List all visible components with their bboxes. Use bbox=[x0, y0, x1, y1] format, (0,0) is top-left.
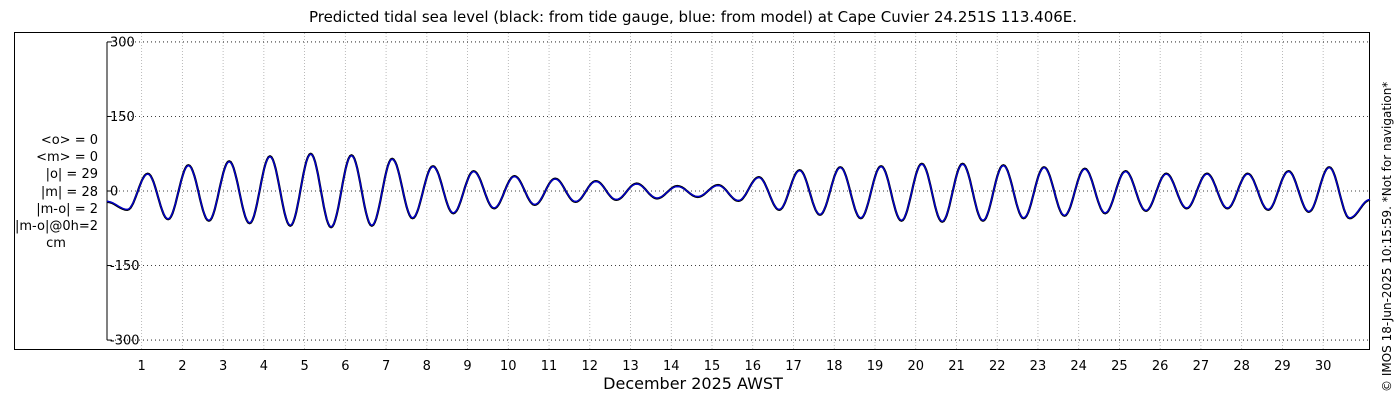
x-tick-label: 5 bbox=[300, 359, 308, 374]
copyright-footer: © IMOS 18-Jun-2025 10:15:59. *Not for na… bbox=[1380, 81, 1394, 392]
x-tick-label: 6 bbox=[341, 359, 349, 374]
x-tick-label: 30 bbox=[1315, 359, 1332, 374]
x-tick-label: 22 bbox=[989, 359, 1006, 374]
x-tick-label: 24 bbox=[1070, 359, 1087, 374]
x-tick-label: 25 bbox=[1111, 359, 1128, 374]
x-tick-label: 9 bbox=[463, 359, 471, 374]
x-tick-label: 18 bbox=[826, 359, 843, 374]
x-tick-label: 10 bbox=[500, 359, 517, 374]
chart-title: Predicted tidal sea level (black: from t… bbox=[308, 8, 1078, 26]
stat-abs-obs: |o| = 29 bbox=[45, 167, 98, 183]
series-layer bbox=[106, 152, 1371, 229]
stat-mean-obs: <o> = 0 bbox=[40, 133, 98, 148]
series-line-tide-gauge bbox=[106, 152, 1371, 229]
x-tick-label: 12 bbox=[582, 359, 599, 374]
x-tick-label: 11 bbox=[541, 359, 558, 374]
x-tick-label: 3 bbox=[219, 359, 227, 374]
x-tick-label: 29 bbox=[1274, 359, 1291, 374]
grid-layer bbox=[107, 33, 1369, 349]
x-tick-label: 23 bbox=[1030, 359, 1047, 374]
x-tick-label: 14 bbox=[663, 359, 680, 374]
x-tick-label: 26 bbox=[1152, 359, 1169, 374]
x-tick-label: 8 bbox=[423, 359, 431, 374]
x-tick-label: 1 bbox=[137, 359, 145, 374]
stats-panel: <o> = 0 <m> = 0 |o| = 29 |m| = 28 |m-o| … bbox=[14, 132, 98, 252]
x-tick-label: 27 bbox=[1193, 359, 1210, 374]
x-tick-label: 17 bbox=[785, 359, 802, 374]
stat-abs-model: |m| = 28 bbox=[40, 184, 98, 200]
y-tick-label: -150 bbox=[110, 259, 140, 274]
series-line-model bbox=[106, 153, 1371, 228]
y-tick-label: 300 bbox=[110, 35, 135, 50]
stat-mean-model: <m> = 0 bbox=[36, 150, 98, 166]
y-tick-label: 0 bbox=[110, 185, 118, 200]
x-tick-label: 21 bbox=[948, 359, 965, 374]
x-tick-label: 7 bbox=[382, 359, 390, 374]
x-tick-label: 28 bbox=[1233, 359, 1250, 374]
x-tick-label: 13 bbox=[622, 359, 639, 374]
x-tick-label: 15 bbox=[704, 359, 721, 374]
x-tick-label: 16 bbox=[744, 359, 761, 374]
x-tick-label: 19 bbox=[867, 359, 884, 374]
x-axis-label: December 2025 AWST bbox=[603, 374, 783, 393]
x-tick-label: 2 bbox=[178, 359, 186, 374]
stat-units: cm bbox=[46, 236, 66, 252]
plot-frame bbox=[14, 32, 1370, 350]
y-tick-label: -300 bbox=[110, 334, 140, 349]
stat-abs-diff-0h: |m-o|@0h=2 bbox=[15, 219, 98, 235]
y-tick-label: 150 bbox=[110, 110, 135, 125]
stat-abs-diff: |m-o| = 2 bbox=[36, 201, 98, 217]
x-tick-label: 20 bbox=[907, 359, 924, 374]
x-tick-label: 4 bbox=[260, 359, 268, 374]
